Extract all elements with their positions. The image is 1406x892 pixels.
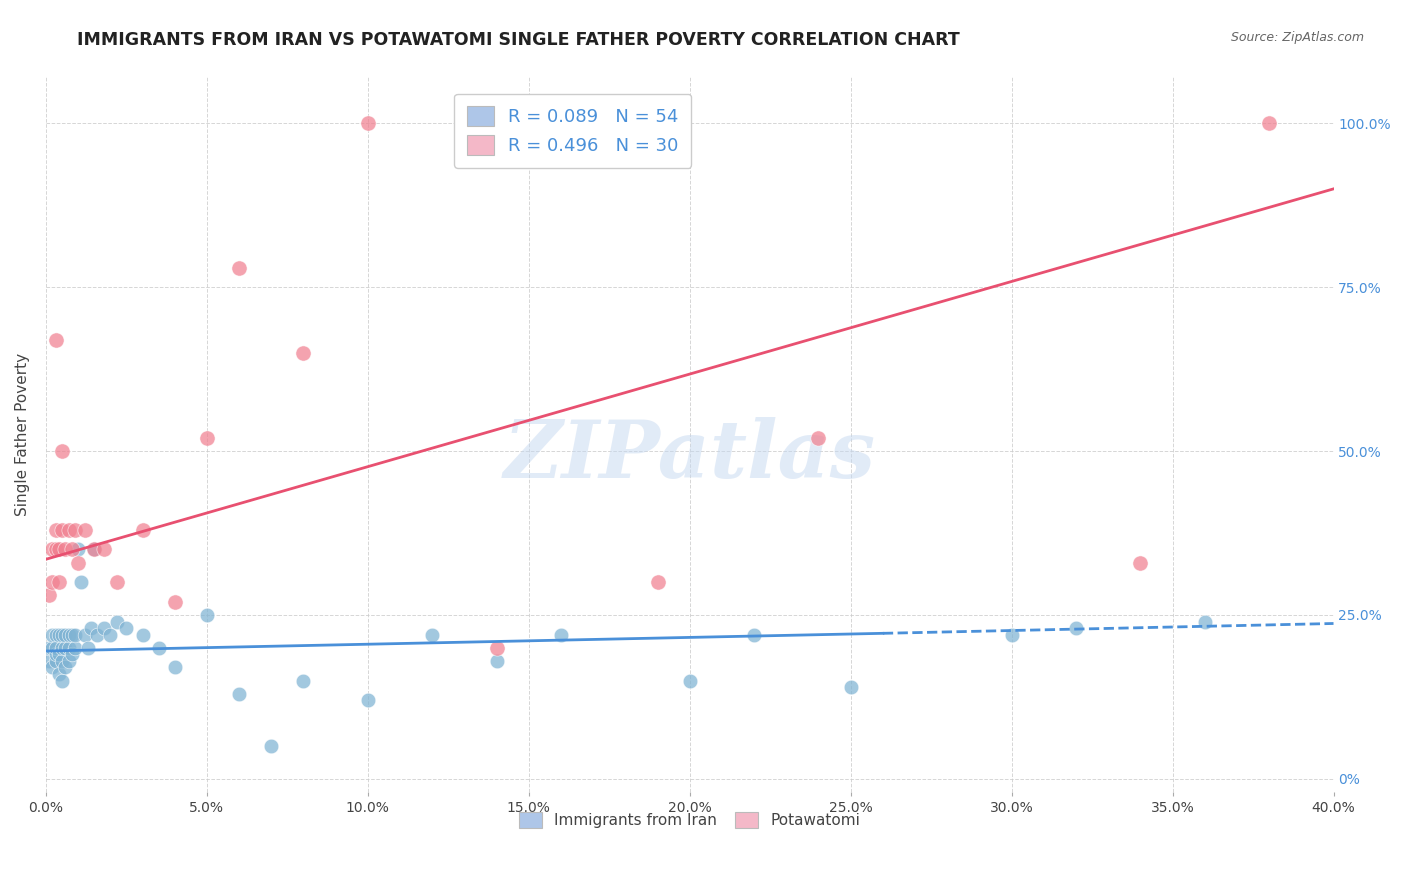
Point	[93, 621, 115, 635]
Point	[51, 654, 73, 668]
Text: ZIPatlas: ZIPatlas	[503, 417, 876, 495]
Point	[60, 542, 83, 557]
Point	[80, 621, 103, 635]
Point	[67, 542, 90, 557]
Point	[58, 523, 80, 537]
Point	[195, 431, 218, 445]
Point	[228, 687, 250, 701]
Point	[292, 673, 315, 688]
Point	[83, 542, 105, 557]
Point	[76, 640, 98, 655]
Point	[1064, 621, 1087, 635]
Point	[53, 542, 76, 557]
Point	[83, 542, 105, 557]
Y-axis label: Single Father Poverty: Single Father Poverty	[15, 353, 30, 516]
Point	[58, 627, 80, 641]
Point	[1001, 627, 1024, 641]
Point	[41, 640, 63, 655]
Point	[60, 648, 83, 662]
Point	[51, 444, 73, 458]
Point	[41, 627, 63, 641]
Point	[45, 333, 67, 347]
Point	[228, 260, 250, 275]
Point	[163, 595, 186, 609]
Legend: Immigrants from Iran, Potawatomi: Immigrants from Iran, Potawatomi	[513, 806, 866, 834]
Point	[48, 542, 70, 557]
Point	[93, 542, 115, 557]
Point	[41, 575, 63, 590]
Point	[38, 654, 60, 668]
Point	[51, 523, 73, 537]
Point	[48, 648, 70, 662]
Point	[742, 627, 765, 641]
Point	[51, 673, 73, 688]
Point	[38, 640, 60, 655]
Point	[420, 627, 443, 641]
Point	[45, 654, 67, 668]
Point	[41, 660, 63, 674]
Text: IMMIGRANTS FROM IRAN VS POTAWATOMI SINGLE FATHER POVERTY CORRELATION CHART: IMMIGRANTS FROM IRAN VS POTAWATOMI SINGL…	[77, 31, 960, 49]
Point	[163, 660, 186, 674]
Point	[1194, 615, 1216, 629]
Point	[60, 627, 83, 641]
Point	[1129, 556, 1152, 570]
Point	[45, 542, 67, 557]
Point	[63, 640, 86, 655]
Point	[53, 627, 76, 641]
Point	[115, 621, 138, 635]
Point	[53, 640, 76, 655]
Point	[292, 345, 315, 359]
Point	[148, 640, 170, 655]
Point	[58, 654, 80, 668]
Point	[70, 575, 93, 590]
Point	[48, 627, 70, 641]
Point	[647, 575, 669, 590]
Point	[195, 607, 218, 622]
Point	[73, 627, 96, 641]
Point	[41, 542, 63, 557]
Point	[51, 640, 73, 655]
Point	[51, 627, 73, 641]
Point	[485, 640, 508, 655]
Point	[550, 627, 572, 641]
Point	[45, 627, 67, 641]
Point	[357, 693, 380, 707]
Point	[73, 523, 96, 537]
Point	[45, 640, 67, 655]
Point	[67, 556, 90, 570]
Point	[485, 654, 508, 668]
Point	[357, 116, 380, 130]
Point	[807, 431, 830, 445]
Point	[260, 739, 283, 753]
Point	[38, 588, 60, 602]
Point	[98, 627, 121, 641]
Point	[48, 667, 70, 681]
Point	[1258, 116, 1281, 130]
Point	[86, 627, 108, 641]
Point	[58, 640, 80, 655]
Point	[131, 523, 153, 537]
Point	[63, 523, 86, 537]
Point	[839, 680, 862, 694]
Point	[131, 627, 153, 641]
Point	[53, 660, 76, 674]
Point	[679, 673, 702, 688]
Point	[105, 615, 128, 629]
Point	[45, 648, 67, 662]
Point	[48, 575, 70, 590]
Text: Source: ZipAtlas.com: Source: ZipAtlas.com	[1230, 31, 1364, 45]
Point	[105, 575, 128, 590]
Point	[63, 627, 86, 641]
Point	[45, 523, 67, 537]
